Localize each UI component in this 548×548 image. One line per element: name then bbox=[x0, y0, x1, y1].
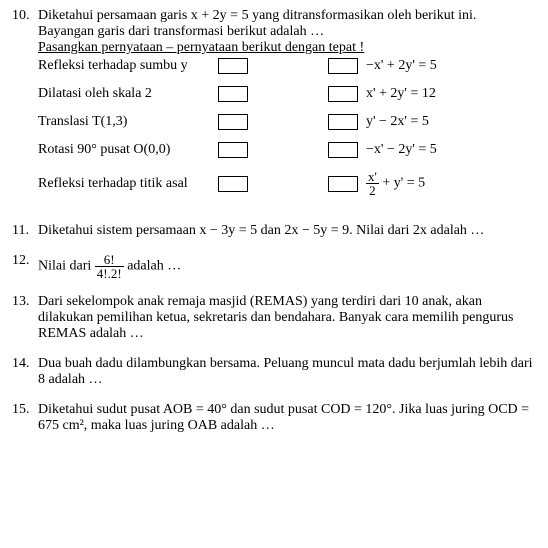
match-equation: y' − 2x' = 5 bbox=[358, 114, 429, 130]
match-box-left[interactable] bbox=[218, 58, 248, 74]
question-10: 10. Diketahui persamaan garis x + 2y = 5… bbox=[12, 8, 536, 209]
q13-text: Dari sekelompok anak remaja masjid (REMA… bbox=[38, 294, 536, 342]
match-equation: −x' + 2y' = 5 bbox=[358, 58, 437, 74]
match-equation: x' + 2y' = 12 bbox=[358, 86, 436, 102]
q10-line3-underline: Pasangkan pernyataan – pernyataan beriku… bbox=[38, 40, 364, 55]
question-11: 11. Diketahui sistem persamaan x − 3y = … bbox=[12, 223, 536, 239]
q10-number: 10. bbox=[12, 8, 38, 209]
fraction-num: x' bbox=[366, 170, 379, 184]
match-equation: −x' − 2y' = 5 bbox=[358, 142, 437, 158]
q15-text: Diketahui sudut pusat AOB = 40° dan sudu… bbox=[38, 402, 536, 434]
question-15: 15. Diketahui sudut pusat AOB = 40° dan … bbox=[12, 402, 536, 434]
match-box-right[interactable] bbox=[328, 86, 358, 102]
fraction: x' 2 bbox=[366, 170, 379, 197]
match-left-label: Rotasi 90° pusat O(0,0) bbox=[38, 142, 218, 158]
match-left-label: Translasi T(1,3) bbox=[38, 114, 218, 130]
q12-number: 12. bbox=[12, 253, 38, 280]
match-row: Refleksi terhadap sumbu y −x' + 2y' = 5 bbox=[38, 58, 536, 74]
fraction-den: 4!.2! bbox=[95, 267, 124, 280]
q12-text: Nilai dari 6! 4!.2! adalah … bbox=[38, 253, 536, 280]
match-row: Rotasi 90° pusat O(0,0) −x' − 2y' = 5 bbox=[38, 142, 536, 158]
match-box-right[interactable] bbox=[328, 176, 358, 192]
q14-text: Dua buah dadu dilambungkan bersama. Pelu… bbox=[38, 356, 536, 388]
q12-post: adalah … bbox=[124, 259, 182, 274]
q10-line2: Bayangan garis dari transformasi berikut… bbox=[38, 24, 536, 40]
q11-text: Diketahui sistem persamaan x − 3y = 5 da… bbox=[38, 223, 536, 239]
match-box-right[interactable] bbox=[328, 58, 358, 74]
q12-pre: Nilai dari bbox=[38, 259, 95, 274]
q10-body: Diketahui persamaan garis x + 2y = 5 yan… bbox=[38, 8, 536, 209]
question-14: 14. Dua buah dadu dilambungkan bersama. … bbox=[12, 356, 536, 388]
match-box-left[interactable] bbox=[218, 86, 248, 102]
q15-number: 15. bbox=[12, 402, 38, 434]
match-box-left[interactable] bbox=[218, 176, 248, 192]
q10-line1: Diketahui persamaan garis x + 2y = 5 yan… bbox=[38, 8, 536, 24]
q13-number: 13. bbox=[12, 294, 38, 342]
fraction-tail: + y' = 5 bbox=[379, 176, 425, 191]
match-box-right[interactable] bbox=[328, 142, 358, 158]
question-12: 12. Nilai dari 6! 4!.2! adalah … bbox=[12, 253, 536, 280]
q10-line3: Pasangkan pernyataan – pernyataan beriku… bbox=[38, 40, 536, 56]
match-left-label: Dilatasi oleh skala 2 bbox=[38, 86, 218, 102]
match-box-right[interactable] bbox=[328, 114, 358, 130]
match-box-left[interactable] bbox=[218, 142, 248, 158]
q11-number: 11. bbox=[12, 223, 38, 239]
fraction-num: 6! bbox=[95, 253, 124, 267]
match-left-label: Refleksi terhadap sumbu y bbox=[38, 58, 218, 74]
match-equation: x' 2 + y' = 5 bbox=[358, 170, 425, 197]
q10-matching: Refleksi terhadap sumbu y −x' + 2y' = 5 … bbox=[38, 58, 536, 197]
match-box-left[interactable] bbox=[218, 114, 248, 130]
fraction-den: 2 bbox=[366, 184, 379, 197]
question-13: 13. Dari sekelompok anak remaja masjid (… bbox=[12, 294, 536, 342]
match-left-label: Refleksi terhadap titik asal bbox=[38, 176, 218, 192]
match-row: Refleksi terhadap titik asal x' 2 + y' =… bbox=[38, 170, 536, 197]
match-row: Translasi T(1,3) y' − 2x' = 5 bbox=[38, 114, 536, 130]
fraction: 6! 4!.2! bbox=[95, 253, 124, 280]
match-row: Dilatasi oleh skala 2 x' + 2y' = 12 bbox=[38, 86, 536, 102]
q14-number: 14. bbox=[12, 356, 38, 388]
